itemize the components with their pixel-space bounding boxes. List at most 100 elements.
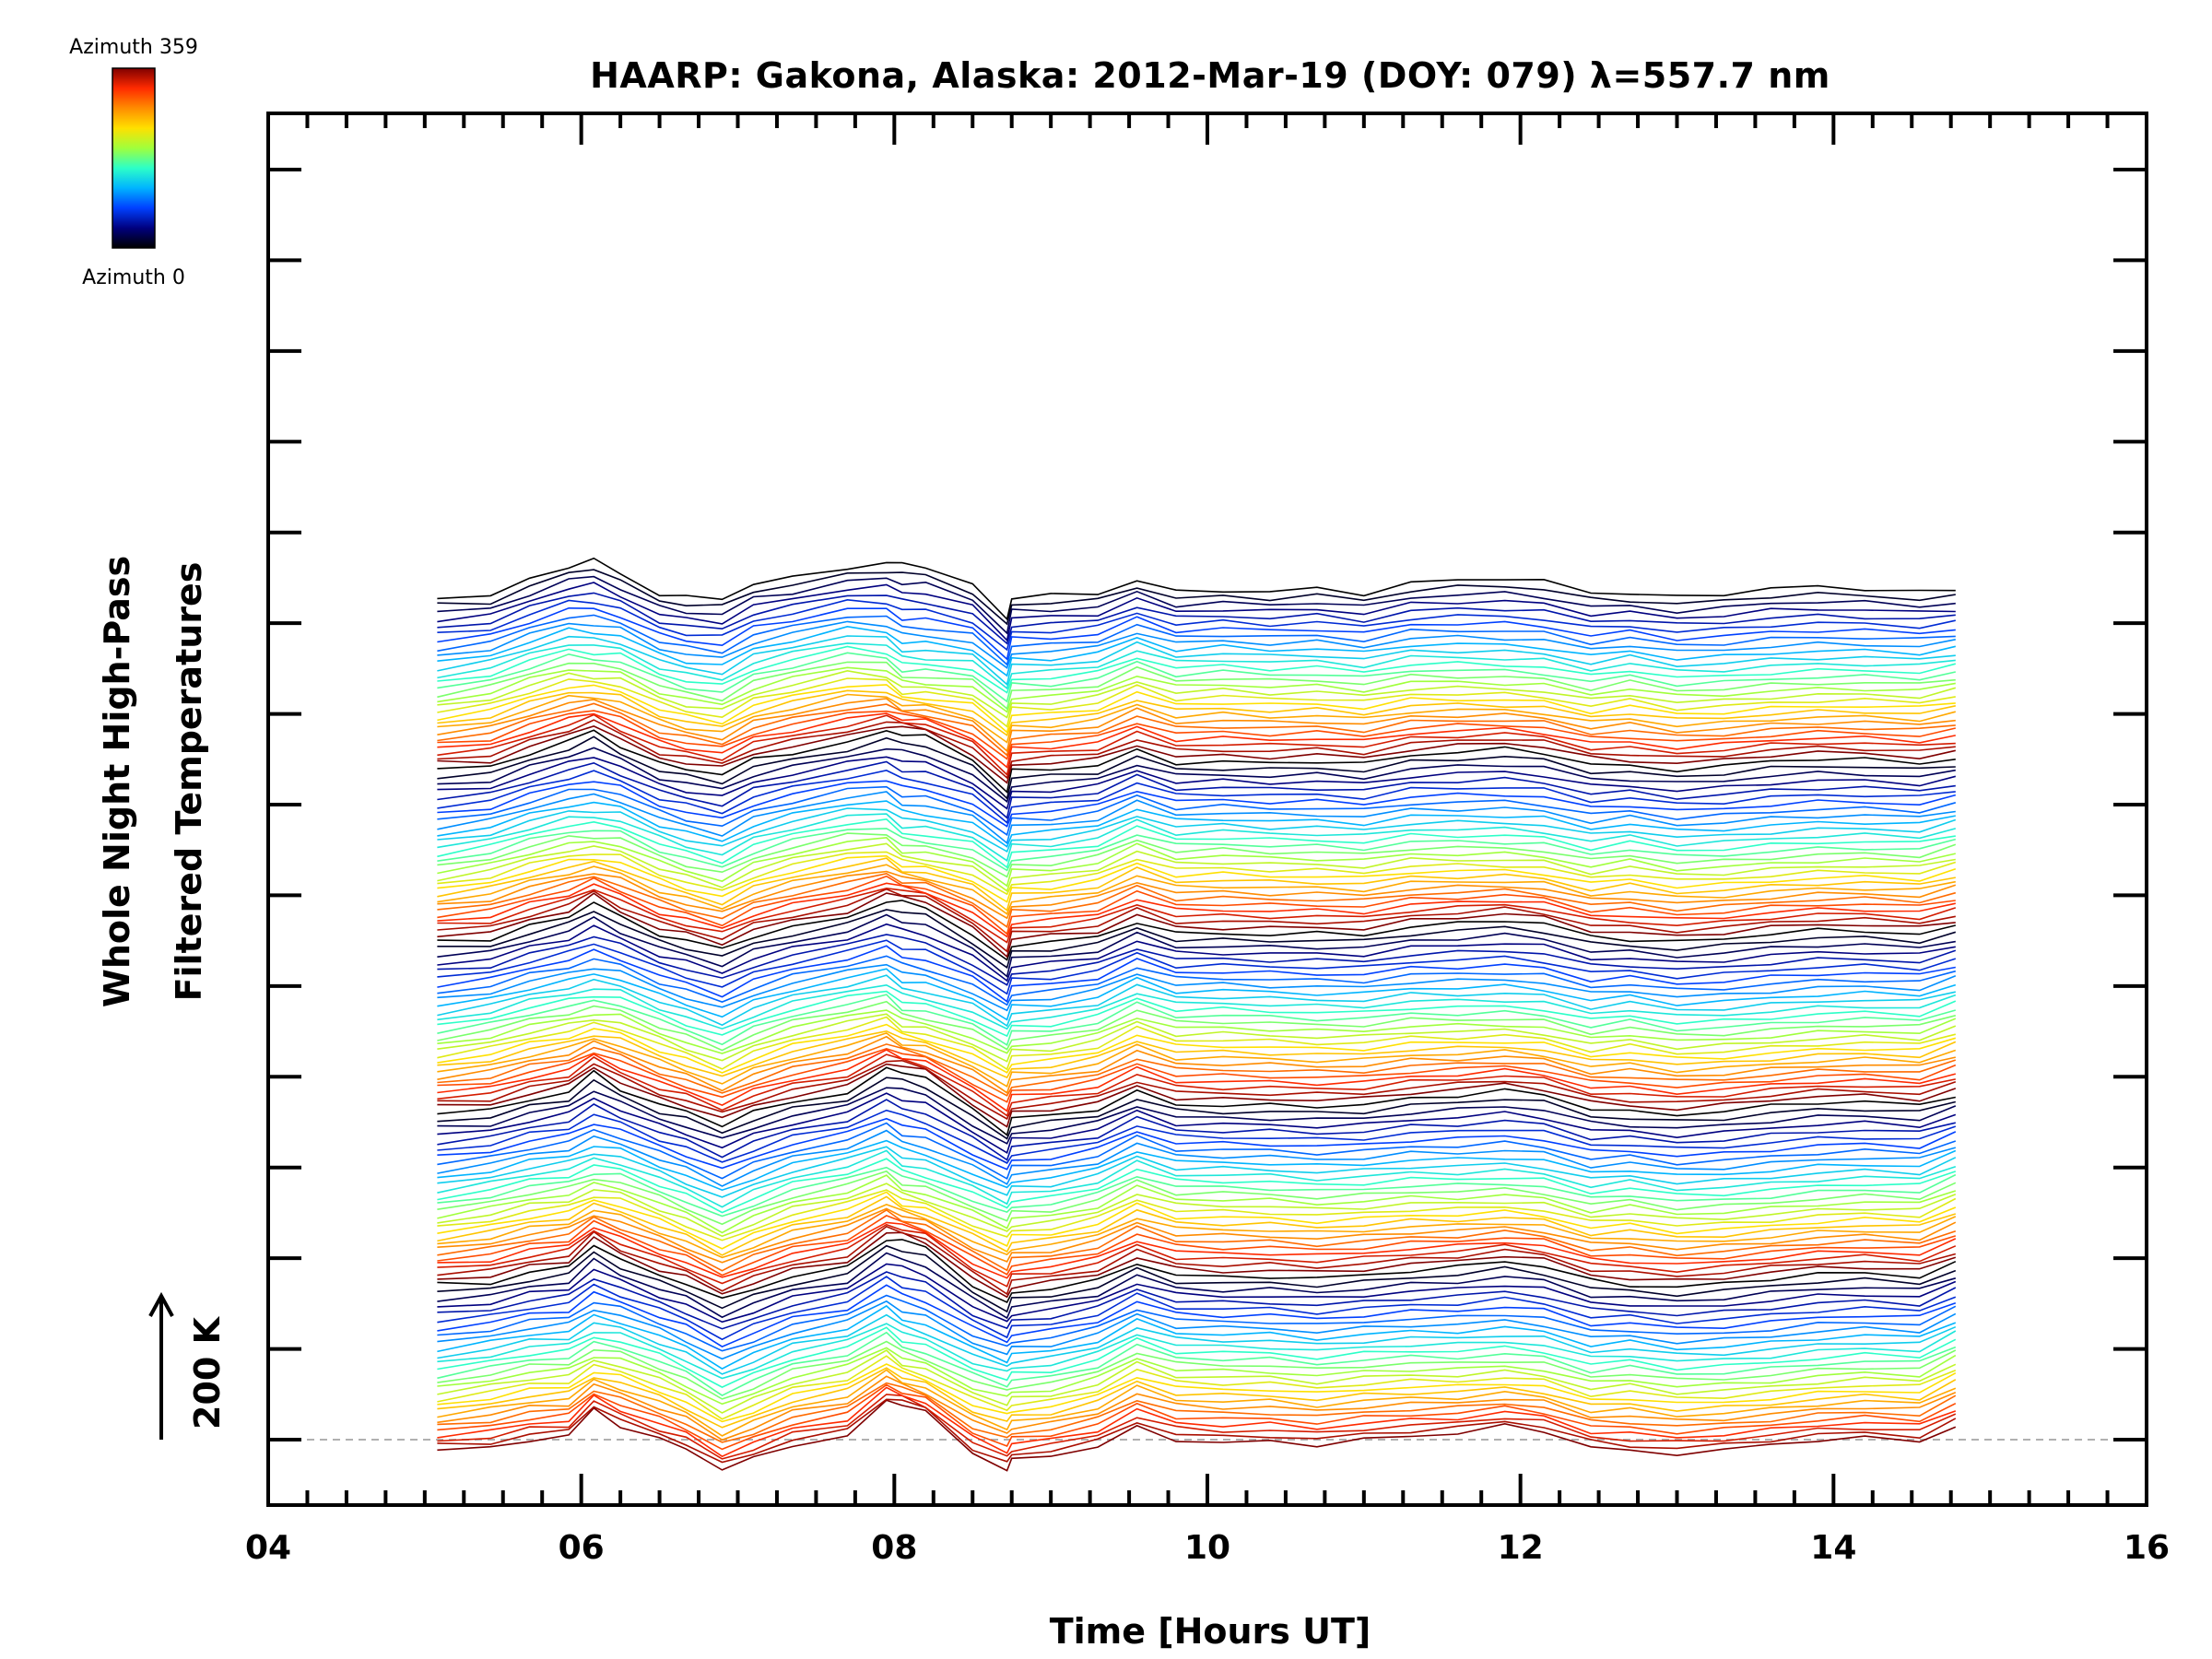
trace-line	[437, 1331, 1957, 1397]
trace-line	[437, 735, 1956, 800]
trace-line	[437, 1087, 1957, 1145]
trace-line	[437, 1239, 1957, 1304]
scale-bar: 200 K	[148, 1291, 228, 1440]
trace-line	[437, 963, 1957, 1012]
trace-line	[437, 994, 1957, 1047]
trace-line	[437, 1347, 1957, 1406]
trace-line	[437, 791, 1956, 845]
trace-line	[437, 1158, 1957, 1214]
trace-line	[437, 1304, 1957, 1371]
trace-line	[437, 1182, 1957, 1238]
y-axis-title: Whole Night High-Pass Filtered Temperatu…	[97, 556, 209, 1007]
trace-line	[437, 729, 1956, 794]
trace-line	[437, 1149, 1957, 1208]
trace-line	[437, 1013, 1957, 1063]
trace-line	[437, 689, 1956, 737]
trace-line	[437, 1195, 1957, 1256]
trace-line	[437, 1271, 1957, 1330]
trace-line	[437, 857, 1956, 912]
y-axis-title-line-2: Filtered Temperatures	[169, 562, 209, 1002]
trace-line	[437, 1398, 1957, 1464]
x-tick-label: 06	[559, 1529, 605, 1567]
trace-line	[437, 1109, 1957, 1164]
trace-line	[437, 900, 1956, 961]
trace-line	[437, 974, 1956, 1028]
trace-line	[437, 575, 1956, 635]
x-axis-tick-labels: 04 06 08 10 12 14 16	[245, 1529, 2170, 1567]
trace-line	[437, 888, 1956, 953]
trace-line	[437, 713, 1956, 777]
trace-line	[437, 666, 1956, 713]
trace-line	[437, 892, 1956, 959]
trace-line	[437, 698, 1956, 753]
trace-line	[437, 1363, 1957, 1423]
trace-line	[437, 785, 1957, 837]
trace-line	[437, 677, 1956, 728]
trace-line	[437, 1300, 1957, 1360]
trace-line	[437, 1146, 1957, 1198]
trace-line	[437, 1049, 1957, 1112]
trace-line	[437, 1207, 1957, 1264]
trace-line	[437, 1129, 1957, 1187]
trace-line	[437, 887, 1957, 944]
trace-line	[437, 1204, 1957, 1259]
trace-line	[437, 1043, 1957, 1097]
x-tick-label: 12	[1498, 1529, 1544, 1567]
trace-line	[437, 1023, 1957, 1074]
trace-line	[437, 882, 1956, 938]
trace-line	[437, 661, 1956, 711]
trace-line	[437, 983, 1957, 1030]
trace-line	[437, 1166, 1957, 1218]
trace-line	[437, 645, 1957, 694]
x-axis-title: Time [Hours UT]	[1050, 1611, 1371, 1652]
trace-line	[437, 1313, 1957, 1375]
trace-line	[437, 854, 1957, 903]
trace-line	[437, 756, 1957, 810]
trace-line	[437, 870, 1957, 920]
trace-line	[437, 828, 1957, 872]
trace-line	[437, 1000, 1956, 1052]
trace-line	[437, 1077, 1956, 1140]
trace-line	[437, 842, 1956, 892]
trace-line	[437, 939, 1957, 995]
trace-line	[437, 1092, 1957, 1155]
y-axis-ticks	[268, 168, 2147, 1441]
scale-bar-label: 200 K	[187, 1315, 228, 1430]
trace-line	[437, 1016, 1956, 1071]
trace-line	[437, 747, 1956, 804]
trace-line	[437, 1189, 1957, 1241]
trace-line	[437, 1284, 1957, 1347]
trace-line	[437, 642, 1956, 690]
trace-line	[437, 864, 1956, 915]
trace-line	[437, 1294, 1957, 1352]
trace-line	[437, 1340, 1957, 1400]
trace-line	[437, 582, 1956, 642]
trace-line	[437, 923, 1956, 982]
trace-line	[437, 1170, 1957, 1226]
trace-line	[437, 1139, 1957, 1192]
trace-line	[437, 1009, 1957, 1054]
trace-line	[437, 620, 1956, 669]
trace-line	[437, 1063, 1957, 1128]
chart-title: HAARP: Gakona, Alaska: 2012-Mar-19 (DOY:…	[590, 55, 1830, 96]
trace-line	[437, 1035, 1956, 1094]
x-tick-label: 14	[1810, 1529, 1856, 1567]
trace-line	[437, 1394, 1957, 1460]
trace-line	[437, 1225, 1957, 1296]
trace-line	[437, 1399, 1957, 1472]
trace-line	[437, 770, 1956, 824]
colorbar-legend: Azimuth 359 Azimuth 0	[69, 36, 198, 289]
trace-line	[437, 1122, 1957, 1181]
trace-line	[437, 872, 1957, 929]
trace-line	[437, 1383, 1957, 1451]
trace-line	[437, 712, 1956, 769]
x-tick-label: 04	[245, 1529, 291, 1567]
trace-line	[437, 684, 1956, 734]
colorbar-gradient	[112, 67, 156, 249]
trace-line	[437, 1221, 1957, 1279]
trace-line	[437, 1066, 1956, 1136]
trace-line	[437, 1174, 1957, 1234]
trace-line	[437, 1244, 1957, 1313]
trace-line	[437, 934, 1957, 986]
